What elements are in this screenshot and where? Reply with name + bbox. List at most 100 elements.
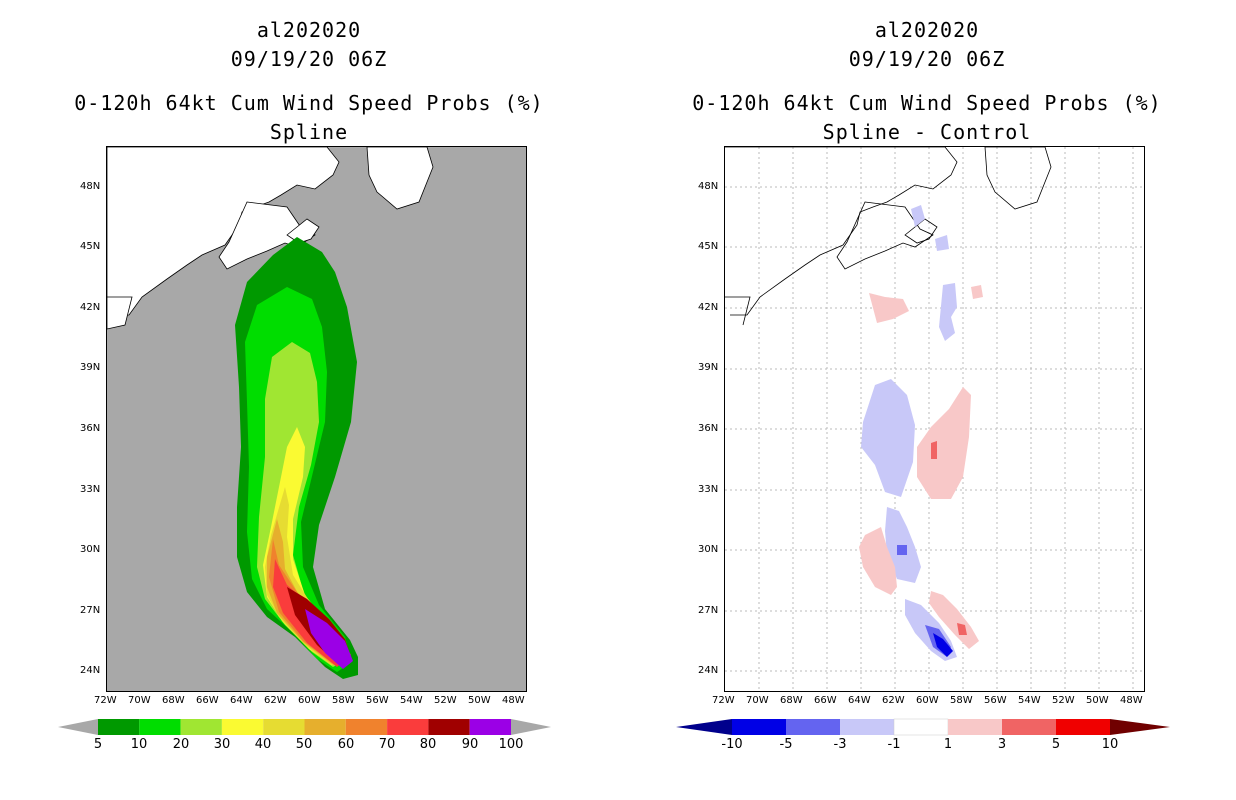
- colorbar-swatch: [139, 719, 181, 735]
- lat-label: 45N: [698, 241, 719, 252]
- method-title: Spline: [269, 120, 349, 144]
- diff-positive: [917, 387, 971, 499]
- colorbar-swatch: [840, 719, 894, 735]
- lat-label: 45N: [80, 241, 101, 252]
- colorbar-swatch: [948, 719, 1002, 735]
- lon-label: 70W: [128, 695, 151, 706]
- lon-label: 50W: [468, 695, 491, 706]
- lon-label: 60W: [916, 695, 939, 706]
- lat-label: 36N: [80, 423, 101, 434]
- colorbar-label: 60: [337, 737, 355, 752]
- lat-label: 48N: [80, 181, 101, 192]
- product-title: 0-120h 64kt Cum Wind Speed Probs (%): [74, 91, 544, 115]
- colorbar-swatch: [304, 719, 346, 735]
- colorbar-label: 1: [943, 737, 953, 752]
- lon-label: 66W: [196, 695, 219, 706]
- colorbar-swatch: [732, 719, 786, 735]
- colorbar-label: 30: [213, 737, 231, 752]
- lon-label: 68W: [780, 695, 803, 706]
- colorbar-swatch: [180, 719, 222, 735]
- lon-label: 52W: [434, 695, 457, 706]
- lon-label: 70W: [746, 695, 769, 706]
- lat-label: 24N: [80, 665, 101, 676]
- lon-label: 64W: [230, 695, 253, 706]
- colorbar-label: -10: [721, 737, 743, 752]
- lon-label: 48W: [502, 695, 525, 706]
- lon-label: 66W: [814, 695, 837, 706]
- lon-label: 54W: [400, 695, 423, 706]
- lat-label: 42N: [80, 302, 101, 313]
- colorbar-swatch: [1002, 719, 1056, 735]
- colorbar-label: -3: [833, 737, 847, 752]
- coastline: [904, 218, 938, 244]
- lon-label: 58W: [950, 695, 973, 706]
- lat-label: 42N: [698, 302, 719, 313]
- colorbar-label: 90: [461, 737, 479, 752]
- lat-label: 24N: [698, 665, 719, 676]
- coastline: [984, 147, 1052, 210]
- lon-label: 68W: [162, 695, 185, 706]
- lon-label: 48W: [1120, 695, 1143, 706]
- colorbar-swatch: [98, 719, 140, 735]
- lon-label: 56W: [366, 695, 389, 706]
- probability-map-svg: [107, 147, 434, 679]
- colorbar-label: 3: [997, 737, 1007, 752]
- lat-label: 39N: [698, 362, 719, 373]
- colorbar-label: 10: [130, 737, 148, 752]
- diff-positive: [971, 285, 983, 299]
- diff-negative: [861, 379, 915, 497]
- colorbar-arrow-high: [1110, 719, 1170, 735]
- lat-label: 27N: [80, 605, 101, 616]
- colorbar-label: 100: [498, 737, 524, 752]
- lat-label: 30N: [80, 544, 101, 555]
- date-title: 09/19/20 06Z: [230, 47, 388, 71]
- colorbar-label: 5: [93, 737, 103, 752]
- right-panel: al202020 09/19/20 06Z 0-120h 64kt Cum Wi…: [618, 0, 1236, 800]
- colorbar-label: 5: [1051, 737, 1061, 752]
- probability-colorbar: [58, 719, 551, 735]
- lat-label: 30N: [698, 544, 719, 555]
- diff-negative: [939, 283, 957, 341]
- lat-label: 39N: [80, 362, 101, 373]
- date-title: 09/19/20 06Z: [848, 47, 1006, 71]
- lat-label: 36N: [698, 423, 719, 434]
- land: [107, 296, 133, 330]
- lat-label: 48N: [698, 181, 719, 192]
- colorbar-label: 10: [1101, 737, 1119, 752]
- method-title: Spline - Control: [822, 120, 1032, 144]
- diff-positive: [869, 293, 909, 323]
- lon-label: 56W: [984, 695, 1007, 706]
- diff-negative: [911, 205, 925, 227]
- colorbar-label: 20: [172, 737, 190, 752]
- colorbar-swatch: [469, 719, 511, 735]
- diff-positive: [859, 527, 897, 595]
- lat-label: 27N: [698, 605, 719, 616]
- left-panel: al202020 09/19/20 06Z 0-120h 64kt Cum Wi…: [58, 18, 551, 752]
- product-title: 0-120h 64kt Cum Wind Speed Probs (%): [692, 91, 1162, 115]
- storm-id: al202020: [874, 18, 980, 42]
- lon-label: 58W: [332, 695, 355, 706]
- diff-negative: [935, 235, 949, 251]
- lon-label: 50W: [1086, 695, 1109, 706]
- lat-label: 33N: [698, 484, 719, 495]
- lon-label: 62W: [264, 695, 287, 706]
- colorbar-swatch: [786, 719, 840, 735]
- diff-positive-strong: [957, 623, 967, 635]
- probability-map: [106, 146, 527, 692]
- colorbar-label: 80: [419, 737, 437, 752]
- lon-label: 72W: [712, 695, 735, 706]
- colorbar-label: 50: [295, 737, 313, 752]
- difference-map: [724, 146, 1145, 692]
- colorbar-label: -5: [779, 737, 793, 752]
- difference-colorbar: [676, 718, 1170, 736]
- colorbar-swatch: [221, 719, 264, 735]
- storm-id: al202020: [256, 18, 362, 42]
- diff-positive-strong: [931, 441, 937, 459]
- colorbar-arrow-low: [676, 719, 732, 735]
- colorbar-swatch: [387, 719, 429, 735]
- diff-negative-strong: [897, 545, 907, 555]
- colorbar-swatch: [893, 718, 949, 736]
- colorbar-swatch: [428, 719, 470, 735]
- difference-map-svg: [725, 147, 1144, 691]
- contour-90: [305, 609, 353, 669]
